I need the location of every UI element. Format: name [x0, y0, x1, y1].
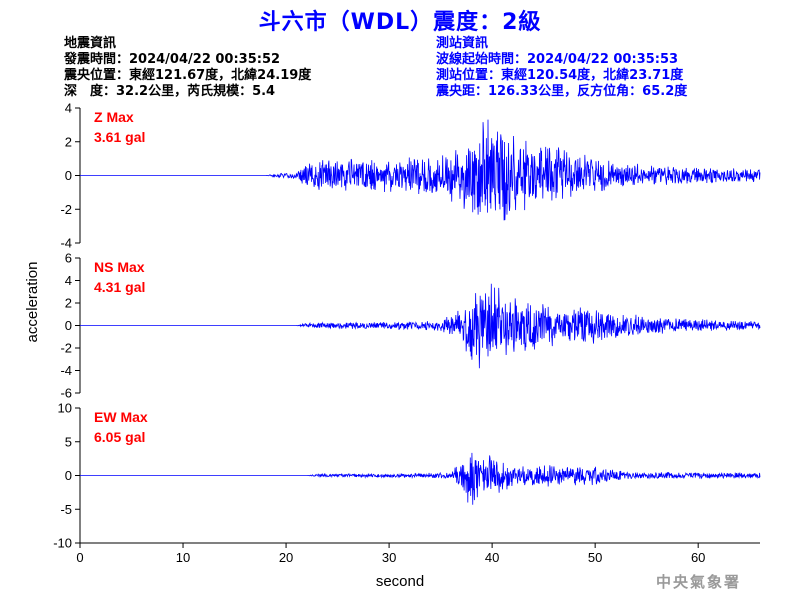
max-value-ew: 6.05 gal	[94, 429, 145, 445]
station-info-block: 測站資訊 波線起始時間：2024/04/22 00:35:53 測站位置：東經1…	[436, 36, 687, 100]
watermark-logo: 中央氣象署	[656, 573, 742, 591]
waveform-trace-z	[80, 119, 761, 221]
max-label-z: Z Max	[94, 109, 134, 125]
y-tick-label-z: -2	[60, 202, 72, 217]
y-tick-label-ns: 4	[65, 273, 72, 288]
epicenter-location: 震央位置：東經121.67度，北緯24.19度	[64, 68, 312, 83]
origin-time: 發震時間：2024/04/22 00:35:52	[64, 52, 281, 67]
y-tick-label-ew: 0	[65, 468, 72, 483]
quake-info-block: 地震資訊 發震時間：2024/04/22 00:35:52 震央位置：東經121…	[64, 36, 311, 100]
x-tick-label: 0	[76, 550, 83, 565]
x-tick-label: 10	[176, 550, 190, 565]
max-value-ns: 4.31 gal	[94, 279, 145, 295]
x-tick-label: 60	[691, 550, 705, 565]
y-tick-label-ew: -5	[60, 502, 72, 517]
max-value-z: 3.61 gal	[94, 129, 145, 145]
station-location: 測站位置：東經120.54度，北緯23.71度	[436, 68, 684, 83]
distance-azimuth: 震央距：126.33公里，反方位角：65.2度	[436, 84, 688, 99]
page-title: 斗六市（WDL）震度：2級	[258, 10, 542, 35]
wave-start-time: 波線起始時間：2024/04/22 00:35:53	[436, 52, 679, 67]
y-tick-label-z: -4	[60, 236, 72, 251]
station-info-heading: 測站資訊	[436, 36, 489, 51]
x-tick-label: 30	[382, 550, 396, 565]
y-tick-label-ns: 2	[65, 296, 72, 311]
x-tick-label: 50	[588, 550, 602, 565]
max-label-ns: NS Max	[94, 259, 145, 275]
x-tick-label: 20	[279, 550, 293, 565]
y-tick-label-ew: -10	[53, 536, 72, 551]
y-tick-label-ew: 10	[58, 401, 72, 416]
y-tick-label-ns: -4	[60, 363, 72, 378]
y-tick-label-ns: -2	[60, 341, 72, 356]
y-tick-label-ew: 5	[65, 434, 72, 449]
x-tick-label: 40	[485, 550, 499, 565]
y-tick-label-ns: 0	[65, 318, 72, 333]
y-tick-label-z: 0	[65, 168, 72, 183]
x-axis-title: second	[376, 573, 424, 590]
waveform-trace-ew	[80, 452, 761, 505]
quake-info-heading: 地震資訊	[64, 36, 117, 51]
y-tick-label-ns: 6	[65, 251, 72, 266]
y-axis-title: acceleration	[24, 262, 41, 343]
depth-magnitude: 深 度：32.2公里，芮氏規模：5.4	[64, 84, 276, 99]
y-tick-label-z: 2	[65, 134, 72, 149]
waveform-trace-ns	[80, 283, 761, 369]
max-label-ew: EW Max	[94, 409, 148, 425]
y-tick-label-ns: -6	[60, 386, 72, 401]
y-tick-label-z: 4	[65, 101, 72, 116]
